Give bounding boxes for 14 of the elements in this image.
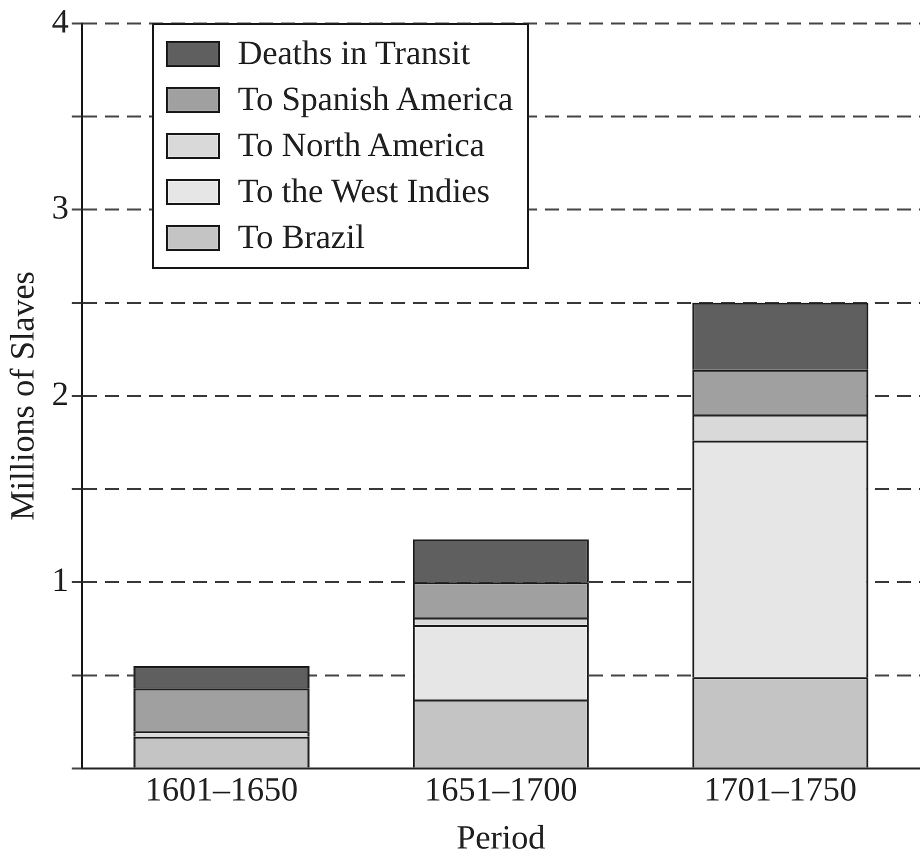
x-axis-title: Period: [456, 820, 546, 857]
legend-label: To Spanish America: [238, 81, 514, 120]
legend-label: Deaths in Transit: [238, 35, 470, 74]
x-tick-label: 1701–1750: [704, 772, 857, 809]
y-tick-label: 2: [52, 376, 69, 413]
x-tick-label: 1651–1700: [424, 772, 578, 809]
y-axis-title: Millions of Slaves: [4, 271, 42, 521]
y-tick-label: 3: [52, 190, 69, 227]
legend-label: To Brazil: [238, 219, 365, 258]
y-tick-label: 4: [52, 3, 69, 40]
x-tick-label: 1601–1650: [145, 772, 298, 809]
legend-label: To North America: [238, 127, 485, 166]
legend-label: To the West Indies: [238, 173, 490, 212]
y-tick-label: 1: [52, 562, 69, 600]
